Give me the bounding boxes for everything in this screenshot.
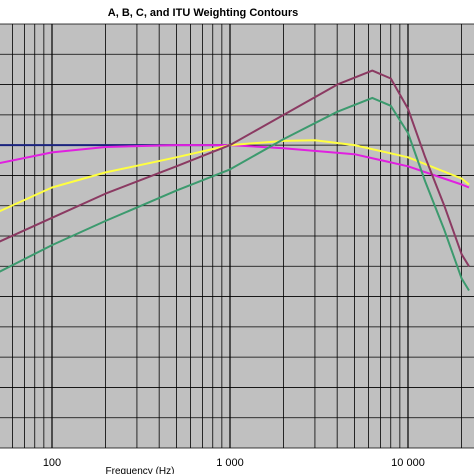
series-line-2 bbox=[0, 144, 470, 189]
grid bbox=[0, 23, 474, 449]
x-tick-labels: 100 1 000 10 000 bbox=[43, 457, 425, 469]
x-tick-label: 10 000 bbox=[391, 457, 425, 469]
series-line-5 bbox=[0, 96, 470, 292]
x-axis-label: Frequency (Hz) bbox=[106, 466, 175, 474]
chart-title: A, B, C, and ITU Weighting Contours bbox=[108, 7, 298, 19]
x-tick-label: 100 bbox=[43, 457, 61, 469]
series-group bbox=[0, 69, 470, 292]
series-line-4 bbox=[0, 69, 470, 267]
x-tick-label: 1 000 bbox=[216, 457, 244, 469]
